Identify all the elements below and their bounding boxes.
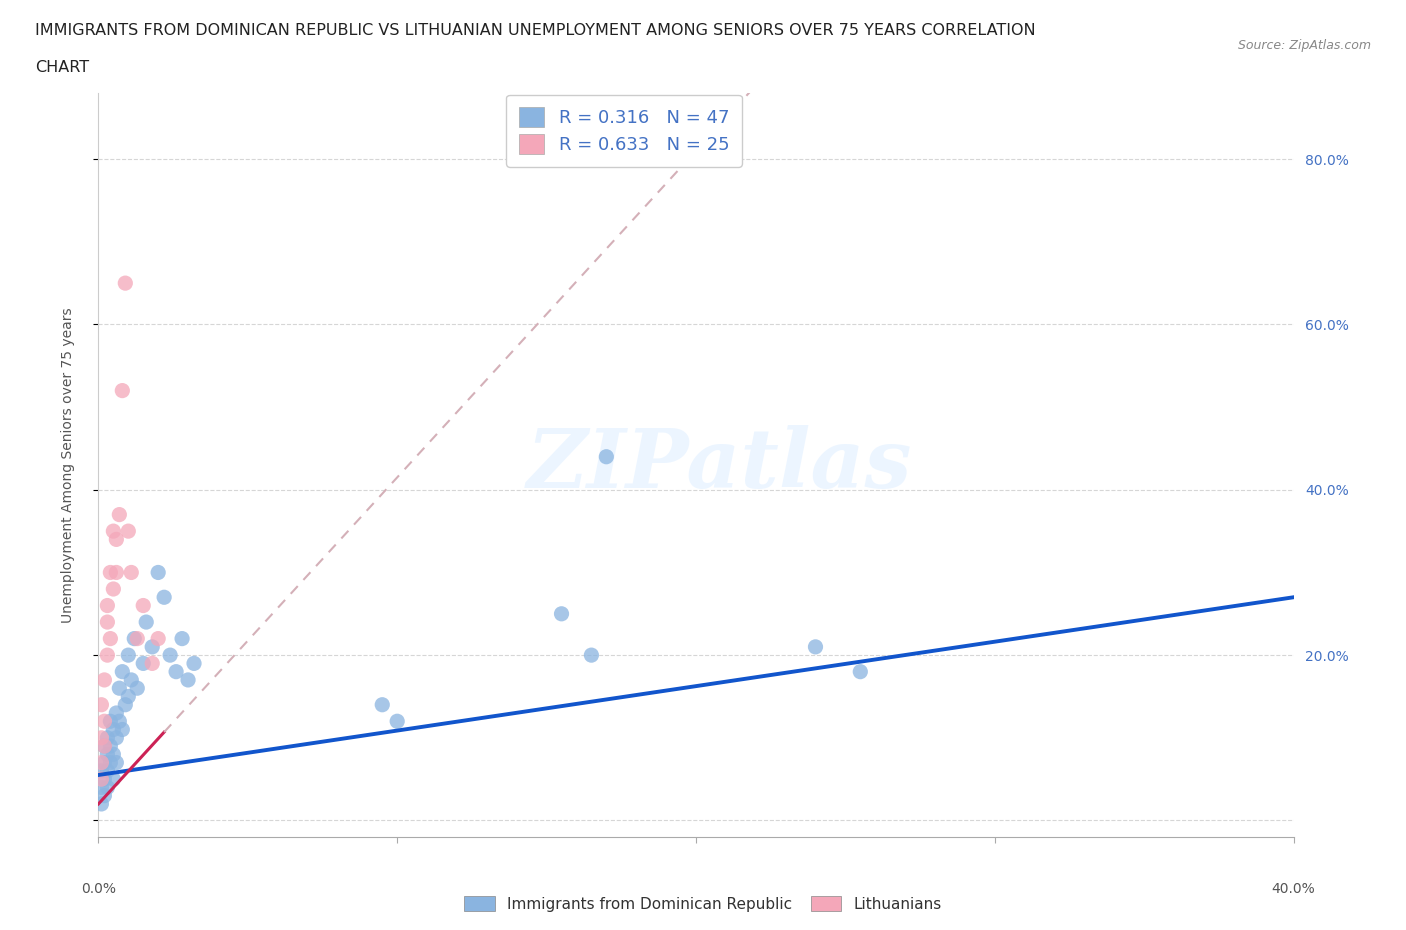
Point (105, 755, 128, 770)
Point (550, 606, 572, 621)
Point (111, 722, 134, 737)
Point (108, 681, 131, 696)
Point (90, 698, 112, 712)
Point (90, 772, 112, 787)
Point (90, 730, 112, 745)
Point (105, 730, 128, 745)
Point (108, 507, 131, 522)
Point (96, 730, 118, 745)
Point (120, 672, 142, 687)
Point (135, 615, 157, 630)
Point (93, 738, 115, 753)
Point (114, 698, 136, 712)
Point (114, 275, 136, 290)
Point (103, 747, 125, 762)
Point (132, 598, 155, 613)
Text: IMMIGRANTS FROM DOMINICAN REPUBLIC VS LITHUANIAN UNEMPLOYMENT AMONG SENIORS OVER: IMMIGRANTS FROM DOMINICAN REPUBLIC VS LI… (35, 23, 1036, 38)
Text: 0.0%: 0.0% (82, 882, 115, 896)
Point (100, 565, 122, 580)
Legend: Immigrants from Dominican Republic, Lithuanians: Immigrants from Dominican Republic, Lith… (458, 890, 948, 918)
Point (96, 764, 118, 778)
Point (595, 449, 617, 464)
Point (172, 631, 194, 646)
Legend: R = 0.316   N = 47, R = 0.633   N = 25: R = 0.316 N = 47, R = 0.633 N = 25 (506, 95, 742, 166)
Point (96, 747, 118, 762)
Point (153, 590, 176, 604)
Point (177, 672, 200, 687)
Point (117, 689, 139, 704)
Point (148, 565, 170, 580)
Point (100, 755, 122, 770)
Point (105, 532, 128, 547)
Point (100, 738, 122, 753)
Point (111, 664, 134, 679)
Point (90, 755, 112, 770)
Point (111, 383, 134, 398)
Point (93, 672, 115, 687)
Y-axis label: Unemployment Among Seniors over 75 years: Unemployment Among Seniors over 75 years (60, 307, 75, 623)
Point (159, 647, 181, 662)
Point (183, 656, 205, 671)
Text: CHART: CHART (35, 60, 89, 75)
Point (100, 714, 122, 729)
Point (581, 647, 603, 662)
Text: Source: ZipAtlas.com: Source: ZipAtlas.com (1237, 39, 1371, 52)
Point (132, 656, 155, 671)
Point (105, 706, 128, 721)
Point (93, 738, 115, 753)
Point (804, 640, 827, 655)
Point (93, 755, 115, 770)
Point (117, 647, 139, 662)
Point (93, 789, 115, 804)
Point (93, 714, 115, 729)
Point (127, 631, 149, 646)
Point (103, 772, 125, 787)
Point (96, 647, 118, 662)
Point (93, 772, 115, 787)
Point (124, 631, 146, 646)
Point (849, 664, 872, 679)
Point (117, 524, 139, 538)
Point (148, 631, 170, 646)
Point (120, 565, 142, 580)
Point (105, 565, 128, 580)
Point (90, 796, 112, 811)
Point (103, 524, 125, 538)
Point (90, 764, 112, 778)
Point (103, 581, 125, 596)
Point (165, 664, 187, 679)
Text: 40.0%: 40.0% (1271, 882, 1316, 896)
Point (385, 714, 409, 729)
Point (90, 780, 112, 795)
Point (371, 698, 394, 712)
Point (141, 656, 163, 671)
Point (108, 714, 131, 729)
Point (127, 681, 149, 696)
Point (96, 780, 118, 795)
Point (96, 598, 118, 613)
Point (100, 631, 122, 646)
Point (96, 615, 118, 630)
Text: ZIPatlas: ZIPatlas (527, 425, 912, 505)
Point (103, 722, 125, 737)
Point (141, 640, 163, 655)
